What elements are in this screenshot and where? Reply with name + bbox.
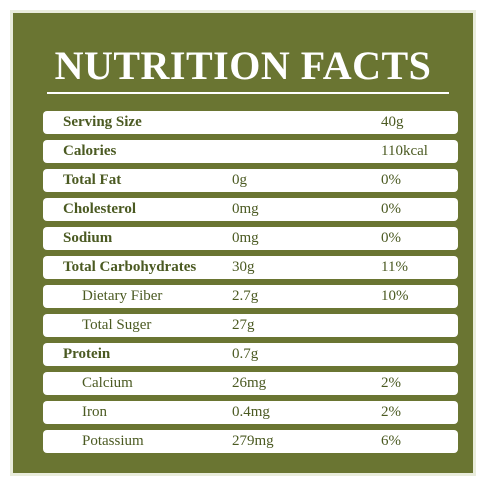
nutrient-name: Total Suger	[82, 317, 152, 333]
table-row: Total Suger 27g	[43, 314, 458, 337]
nutrient-value: 11%	[381, 259, 408, 275]
title-divider	[47, 92, 449, 94]
table-row: Potassium 279mg 6%	[43, 430, 458, 453]
nutrient-value: 0%	[381, 201, 401, 217]
nutrition-panel: NUTRITION FACTS Serving Size 40g Calories 1…	[10, 10, 476, 476]
nutrient-value: 110kcal	[381, 143, 428, 159]
page-title: NUTRITION FACTS	[54, 43, 432, 88]
table-row: Total Fat 0g 0%	[43, 169, 458, 192]
nutrient-amount: 0.7g	[232, 346, 259, 362]
nutrient-amount: 0mg	[232, 201, 259, 217]
table-row: Dietary Fiber 2.7g 10%	[43, 285, 458, 308]
nutrient-amount: 0.4mg	[232, 404, 270, 420]
nutrient-value: 0%	[381, 230, 401, 246]
nutrient-name: Calcium	[82, 375, 133, 391]
nutrient-value: 40g	[381, 114, 404, 130]
nutrient-name: Total Fat	[63, 172, 122, 188]
nutrient-value: 6%	[381, 433, 401, 449]
nutrient-name: Total Carbohydrates	[63, 259, 197, 275]
nutrient-amount: 27g	[232, 317, 255, 333]
nutrient-value: 0%	[381, 172, 401, 188]
nutrient-amount: 0g	[232, 172, 247, 188]
nutrient-amount: 279mg	[232, 433, 274, 449]
table-row: Sodium 0mg 0%	[43, 227, 458, 250]
nutrient-value: 2%	[381, 375, 401, 391]
nutrient-value: 2%	[381, 404, 401, 420]
table-row: Serving Size 40g	[43, 111, 458, 134]
table-row: Calories 110kcal	[43, 140, 458, 163]
table-row: Protein 0.7g	[43, 343, 458, 366]
table-row: Cholesterol 0mg 0%	[43, 198, 458, 221]
nutrient-amount: 2.7g	[232, 288, 259, 304]
table-row: Calcium 26mg 2%	[43, 372, 458, 395]
nutrient-name: Serving Size	[63, 114, 142, 130]
table-row: Iron 0.4mg 2%	[43, 401, 458, 424]
nutrient-name: Potassium	[82, 433, 144, 449]
nutrient-amount: 26mg	[232, 375, 267, 391]
nutrient-name: Dietary Fiber	[82, 288, 163, 304]
nutrient-name: Protein	[63, 346, 111, 362]
nutrient-name: Calories	[63, 143, 117, 159]
nutrient-amount: 0mg	[232, 230, 259, 246]
nutrient-name: Cholesterol	[63, 201, 137, 217]
nutrient-amount: 30g	[232, 259, 255, 275]
nutrient-name: Sodium	[63, 230, 113, 246]
table-row: Total Carbohydrates 30g 11%	[43, 256, 458, 279]
nutrient-value: 10%	[381, 288, 409, 304]
nutrient-name: Iron	[82, 404, 107, 420]
